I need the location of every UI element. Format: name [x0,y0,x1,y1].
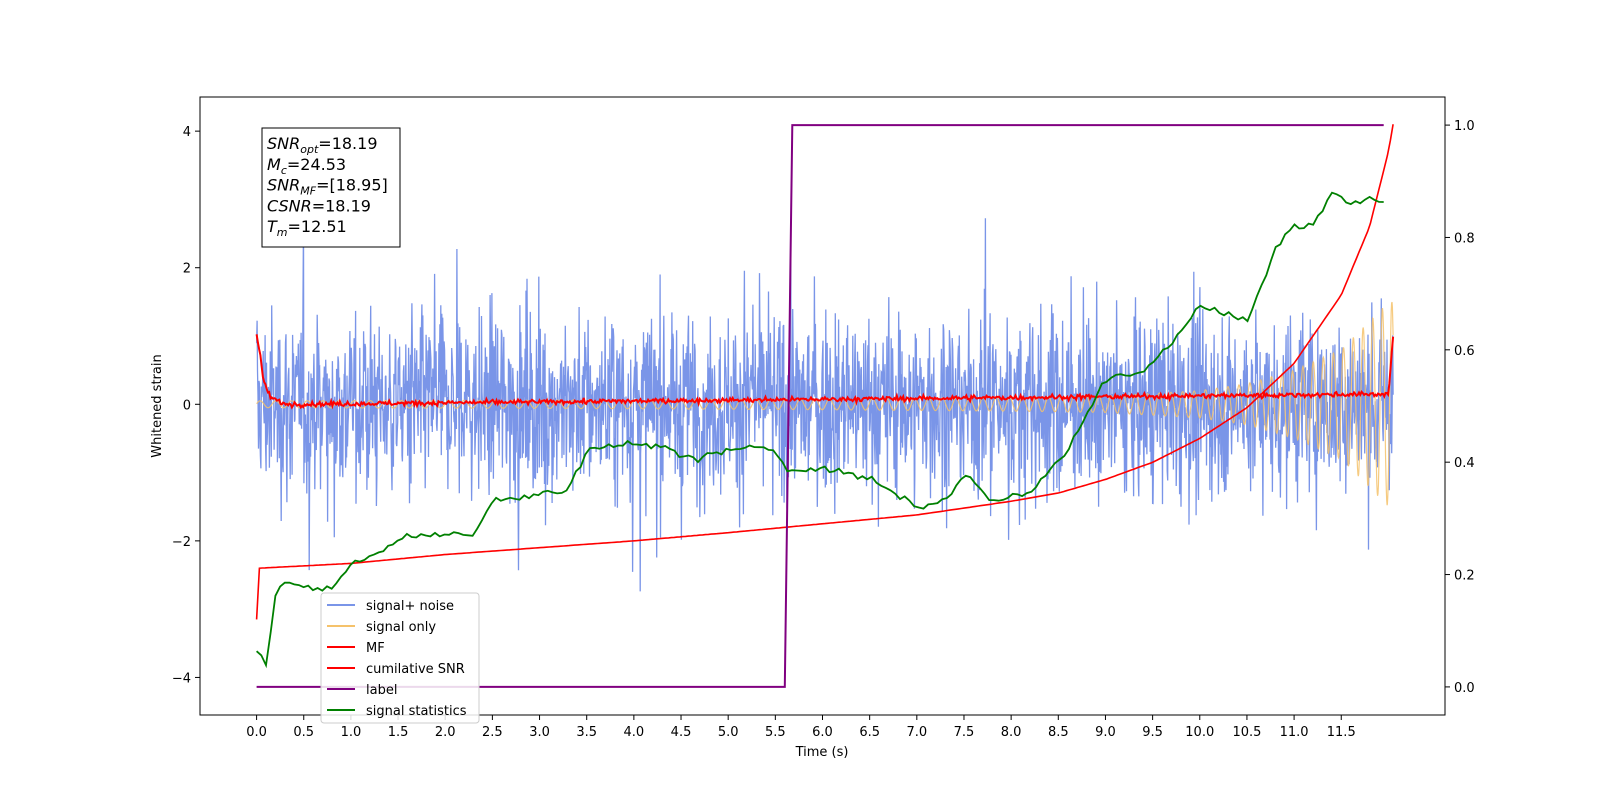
x-tick-label: 1.5 [388,725,409,740]
x-tick-label: 4.5 [671,725,692,740]
y2-tick-label: 1.0 [1454,119,1475,134]
annotation-frame [261,127,401,248]
x-tick-label: 2.0 [435,725,456,740]
legend: signal+ noise signal only MF cumilative SNR… [320,592,480,724]
y-axis-label: Whitened strain [150,354,165,457]
signal-statistics-series [256,191,1384,669]
cumulative-snr-series [255,124,1394,620]
x-tick-label: 5.0 [718,725,739,740]
annotation-line: SNRopt=18.19 [267,134,378,156]
x-tick-label: 11.0 [1280,725,1309,740]
x-tick-label: 0.0 [246,725,267,740]
x-tick-label: 5.5 [765,725,786,740]
annotation-symbol: SNR [267,134,300,153]
cumulative-snr-line [255,124,1394,620]
y-tick-label: 0 [183,398,191,413]
annotation-subscript: m [277,226,288,239]
annotation-subscript: MF [300,185,316,198]
signal-noise-line [255,218,1394,592]
x-tick-label: 0.5 [293,725,314,740]
signal-statistics-line [256,191,1384,669]
x-tick-label: 2.5 [482,725,503,740]
annotation-value: =24.53 [287,155,346,174]
x-tick-label: 4.0 [624,725,645,740]
annotation-value: =[18.95] [316,176,388,195]
x-tick-label: 11.5 [1327,725,1356,740]
annotation-symbol: M [267,155,281,174]
annotation-symbol: SNR [267,176,300,195]
annotation-line: Mc=24.53 [267,155,346,177]
y2-tick-label: 0.0 [1454,681,1475,696]
label-series [256,124,1384,688]
x-tick-label: 1.0 [341,725,362,740]
annotation-value: =18.19 [318,134,377,153]
annotation-box: SNRopt=18.19Mc=24.53SNRMF=[18.95]CSNR=18… [261,127,401,248]
annotation-subscript: opt [300,143,319,156]
annotation-value: =18.19 [312,196,371,215]
x-tick-label: 7.0 [906,725,927,740]
y-tick-label: −4 [172,671,191,686]
y2-tick-label: 0.8 [1454,231,1475,246]
x-tick-label: 9.0 [1095,725,1116,740]
x-axis-label: Time (s) [795,745,849,760]
legend-label: signal+ noise [366,599,454,614]
x-tick-label: 3.5 [576,725,597,740]
legend-label: MF [366,641,385,656]
x-tick-label: 10.5 [1232,725,1261,740]
legend-label: cumilative SNR [366,662,465,677]
x-tick-label: 8.0 [1001,725,1022,740]
annotation-symbol: T [267,217,278,236]
annotation-symbol: CSNR [267,196,312,215]
x-axis: 0.0 0.5 1.0 1.5 2.0 2.5 3.0 3.5 4.0 4.5 5.0 5.5 6.0 6… [246,715,1356,740]
mf-series [255,334,1395,410]
y-tick-label: 4 [183,125,191,140]
x-tick-label: 6.5 [859,725,880,740]
legend-label: signal statistics [366,704,467,719]
annotation-value: =12.51 [288,217,347,236]
y2-tick-label: 0.4 [1454,456,1475,471]
annotation-line: CSNR=18.19 [267,196,371,215]
label-line [256,124,1384,688]
annotation-subscript: c [281,164,287,177]
y-axis-right: 1.0 0.8 0.6 0.4 0.2 0.0 [1445,119,1475,696]
legend-frame [320,592,480,724]
x-tick-label: 10.0 [1185,725,1214,740]
x-tick-label: 6.0 [812,725,833,740]
annotation-line: Tm=12.51 [267,217,347,239]
x-tick-label: 8.5 [1048,725,1069,740]
y-axis-left: 4 2 0 −2 −4 [172,125,200,686]
x-tick-label: 7.5 [954,725,975,740]
signal-noise-series [255,218,1394,592]
y2-tick-label: 0.6 [1454,344,1475,359]
legend-label: signal only [366,620,436,635]
x-tick-label: 9.5 [1142,725,1163,740]
x-tick-label: 3.0 [529,725,550,740]
y2-tick-label: 0.2 [1454,569,1475,584]
y-tick-label: −2 [172,535,191,550]
legend-label: label [366,683,397,698]
y-tick-label: 2 [183,262,191,277]
annotation-line: SNRMF=[18.95] [267,176,388,198]
mf-line [255,334,1395,410]
